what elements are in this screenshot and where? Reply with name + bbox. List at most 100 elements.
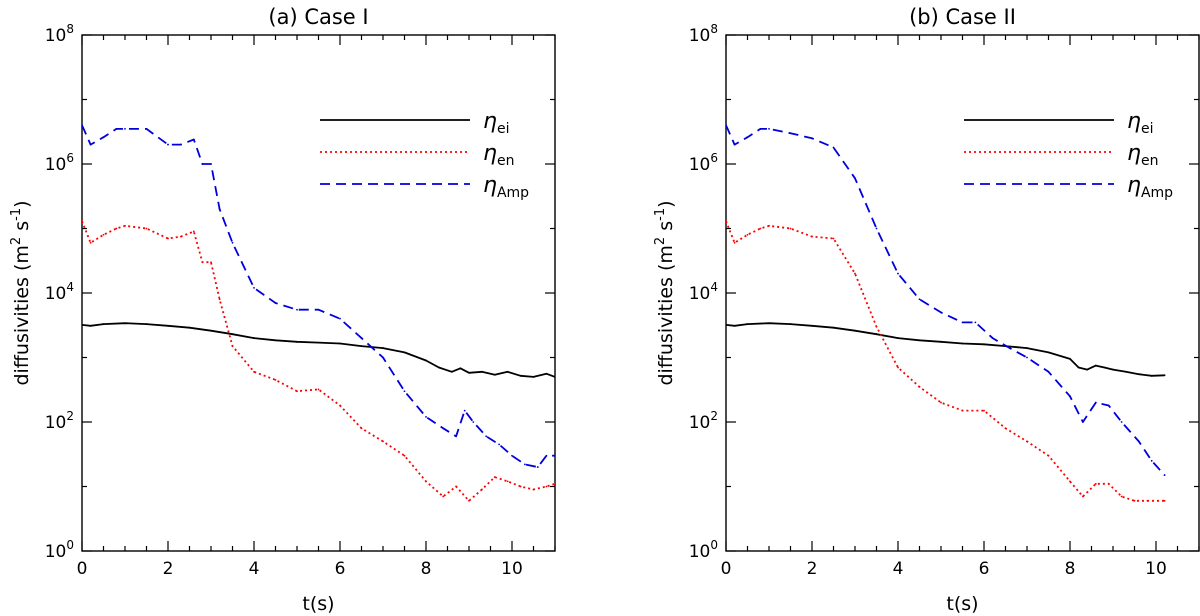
data-point-ei	[506, 370, 509, 373]
data-point-en	[1047, 454, 1050, 457]
data-point-amp	[1094, 401, 1097, 404]
data-point-amp	[875, 227, 878, 230]
data-point-amp	[360, 337, 363, 339]
data-point-en	[455, 485, 457, 488]
data-point-amp	[974, 321, 977, 324]
data-point-amp	[991, 337, 994, 339]
data-point-amp	[180, 143, 182, 146]
data-point-en	[554, 482, 555, 485]
data-point-en	[442, 495, 445, 498]
data-point-ei	[1103, 366, 1106, 369]
legend-label-ei: ηei	[483, 109, 509, 137]
chart-title: (b) Case II	[909, 5, 1016, 29]
x-tick-label: 8	[421, 559, 432, 579]
data-point-ei	[519, 374, 522, 377]
data-point-ei	[940, 340, 942, 343]
data-point-en	[317, 388, 320, 391]
data-point-en	[1120, 495, 1123, 498]
data-point-ei	[1094, 364, 1097, 367]
data-point-amp	[382, 356, 384, 359]
x-tick-label: 0	[721, 559, 732, 579]
data-point-ei	[231, 333, 234, 336]
data-point-amp	[1082, 421, 1084, 423]
y-tick-label: 102	[689, 409, 718, 433]
data-point-en	[918, 386, 921, 388]
data-point-en	[897, 366, 899, 369]
data-point-amp	[918, 298, 921, 301]
data-point-ei	[726, 324, 727, 326]
data-point-amp	[768, 128, 770, 130]
data-point-ei	[1086, 368, 1089, 371]
data-point-ei	[1112, 368, 1114, 371]
data-point-ei	[210, 329, 212, 332]
data-point-en	[218, 298, 221, 301]
data-point-en	[468, 499, 470, 502]
data-point-amp	[498, 443, 500, 446]
y-tick-label: 100	[689, 538, 718, 562]
data-point-amp	[1047, 370, 1050, 373]
data-point-amp	[961, 321, 964, 324]
legend: ηei ηen ηAmp	[964, 109, 1173, 201]
data-point-ei	[789, 323, 792, 325]
legend-label-ei: ηei	[1127, 109, 1153, 137]
data-point-ei	[875, 333, 878, 336]
x-tick-label: 4	[893, 559, 904, 579]
data-point-en	[733, 241, 736, 244]
panel-a: 0 2 4 6 8 10 100 102 104 106 108 (a) Case I t(s) diff…	[9, 5, 556, 615]
data-point-en	[253, 370, 255, 373]
data-point-en	[506, 480, 509, 483]
data-point-amp	[82, 124, 83, 127]
data-point-amp	[554, 454, 555, 457]
data-point-ei	[532, 376, 535, 378]
data-point-amp	[210, 163, 212, 165]
data-point-amp	[425, 415, 427, 418]
data-point-ei	[89, 324, 92, 327]
data-point-amp	[1008, 347, 1011, 349]
data-point-ei	[253, 337, 255, 339]
data-point-en	[192, 230, 195, 233]
data-point-ei	[1069, 358, 1071, 360]
data-point-ei	[1137, 373, 1140, 376]
data-point-ei	[438, 366, 440, 369]
data-point-en	[1107, 482, 1110, 485]
data-point-ei	[481, 370, 483, 373]
data-point-ei	[1077, 366, 1080, 369]
data-point-amp	[854, 177, 856, 180]
data-point-en	[1004, 427, 1007, 430]
data-point-amp	[545, 454, 548, 457]
data-point-amp	[832, 146, 835, 149]
data-point-ei	[1026, 347, 1028, 349]
data-point-amp	[167, 143, 169, 146]
data-point-ei	[145, 323, 148, 325]
data-point-amp	[89, 143, 92, 146]
data-point-en	[532, 488, 535, 491]
data-point-en	[1163, 499, 1166, 502]
data-point-ei	[768, 322, 770, 325]
data-point-amp	[442, 427, 445, 430]
data-point-amp	[124, 128, 126, 130]
data-point-en	[1026, 440, 1028, 443]
data-point-en	[961, 409, 964, 412]
data-point-amp	[733, 143, 736, 146]
data-point-en	[1069, 480, 1071, 483]
series-line-amp	[726, 124, 1166, 476]
data-point-en	[726, 220, 727, 223]
data-point-en	[1082, 495, 1084, 498]
series-line-en	[82, 220, 555, 502]
data-point-amp	[940, 311, 942, 314]
data-point-amp	[897, 272, 899, 275]
data-point-ei	[832, 326, 835, 329]
data-point-ei	[425, 359, 427, 362]
data-point-en	[746, 233, 749, 236]
data-point-ei	[983, 343, 985, 346]
x-tick-label: 0	[77, 559, 88, 579]
data-point-amp	[746, 136, 749, 139]
data-point-amp	[201, 163, 204, 165]
y-tick-label: 100	[45, 538, 74, 562]
data-point-amp	[317, 308, 320, 311]
data-point-amp	[1120, 421, 1123, 423]
data-point-amp	[759, 128, 762, 130]
data-point-amp	[789, 132, 792, 135]
data-point-en	[403, 454, 406, 457]
data-point-en	[1094, 482, 1097, 485]
